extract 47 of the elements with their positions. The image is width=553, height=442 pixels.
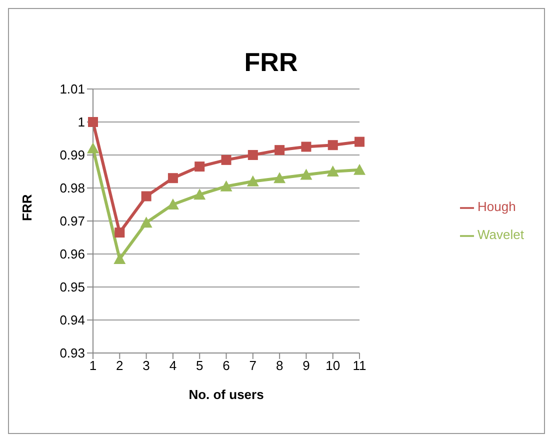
point xyxy=(246,175,259,186)
point xyxy=(194,162,205,172)
y-tick-label: 0.98 xyxy=(60,180,85,196)
point xyxy=(168,173,178,184)
point xyxy=(326,166,339,176)
y-tick-label: 0.95 xyxy=(60,280,85,295)
y-tick-label: 0.97 xyxy=(60,214,85,229)
point xyxy=(166,198,179,210)
x-tick-label: 1 xyxy=(89,358,97,374)
legend-label: Hough xyxy=(478,199,516,214)
point xyxy=(300,168,312,180)
y-tick-label: 1 xyxy=(78,114,85,130)
y-tick-label: 0.99 xyxy=(60,148,85,163)
point xyxy=(301,142,312,152)
y-axis-title: FRR xyxy=(20,194,35,221)
y-tick-label: 0.93 xyxy=(60,346,85,361)
y-tick-label: 1.01 xyxy=(60,82,85,97)
x-tick-label: 7 xyxy=(249,358,257,374)
point xyxy=(87,142,99,154)
point xyxy=(248,150,258,160)
x-tick-label: 10 xyxy=(326,358,340,374)
x-tick-label: 6 xyxy=(222,358,230,374)
point xyxy=(354,164,366,175)
point xyxy=(194,188,206,200)
x-tick-label: 3 xyxy=(142,358,150,374)
point xyxy=(274,145,285,156)
x-tick-label: 4 xyxy=(169,358,177,374)
legend-label: Wavelet xyxy=(478,227,524,242)
x-axis-title: No. of users xyxy=(188,387,264,402)
y-tick-label: 0.96 xyxy=(60,246,85,262)
point xyxy=(221,154,232,165)
point xyxy=(114,228,125,238)
point xyxy=(141,191,152,202)
x-tick-label: 11 xyxy=(352,358,366,374)
chart-title: FRR xyxy=(244,47,298,77)
point xyxy=(354,136,365,147)
point xyxy=(88,117,98,127)
x-tick-label: 9 xyxy=(302,358,310,374)
x-tick-label: 2 xyxy=(116,358,124,374)
x-tick-label: 5 xyxy=(196,358,204,374)
point xyxy=(328,140,338,150)
point xyxy=(220,180,232,192)
point xyxy=(114,252,126,264)
point xyxy=(140,216,152,228)
point xyxy=(274,172,286,184)
y-tick-label: 0.94 xyxy=(60,312,85,328)
x-tick-label: 8 xyxy=(276,358,284,374)
